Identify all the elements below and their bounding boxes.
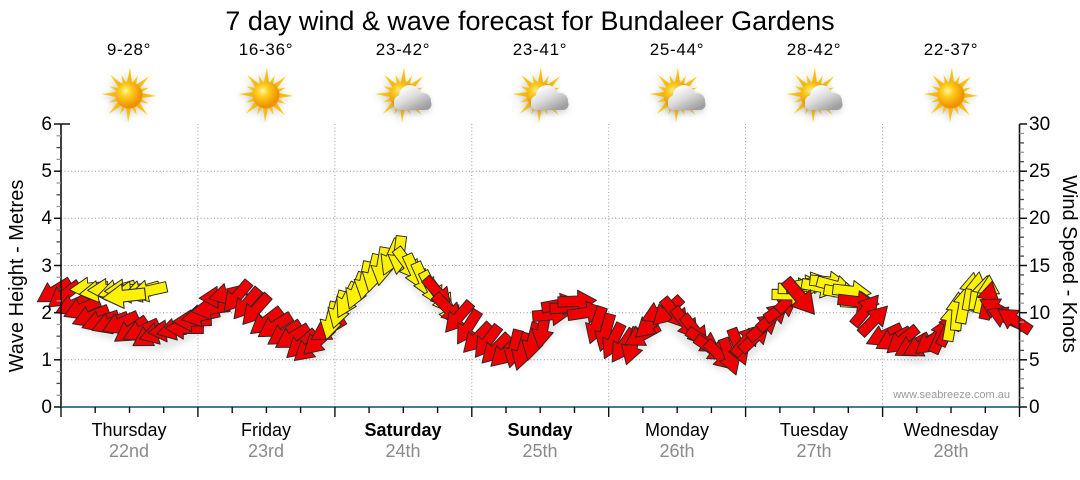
svg-text:0: 0 xyxy=(41,397,52,418)
svg-text:Monday: Monday xyxy=(645,420,709,440)
svg-text:23-41°: 23-41° xyxy=(513,40,567,59)
svg-text:26th: 26th xyxy=(659,441,694,461)
svg-text:15: 15 xyxy=(1029,256,1050,277)
svg-text:23rd: 23rd xyxy=(248,441,284,461)
svg-text:Tuesday: Tuesday xyxy=(780,420,848,440)
svg-text:Wednesday: Wednesday xyxy=(904,420,999,440)
svg-text:25-44°: 25-44° xyxy=(650,40,704,59)
svg-text:0: 0 xyxy=(1029,397,1040,418)
svg-text:5: 5 xyxy=(41,161,52,182)
svg-text:25th: 25th xyxy=(522,441,557,461)
svg-text:Friday: Friday xyxy=(241,420,291,440)
svg-text:16-36°: 16-36° xyxy=(239,40,293,59)
svg-text:4: 4 xyxy=(41,208,52,229)
svg-text:28-42°: 28-42° xyxy=(787,40,841,59)
svg-text:10: 10 xyxy=(1029,303,1050,324)
svg-text:30: 30 xyxy=(1029,114,1050,135)
svg-text:Wave Height - Metres: Wave Height - Metres xyxy=(6,180,28,373)
svg-text:22nd: 22nd xyxy=(109,441,149,461)
svg-text:23-42°: 23-42° xyxy=(376,40,430,59)
svg-text:2: 2 xyxy=(41,303,52,324)
svg-text:27th: 27th xyxy=(796,441,831,461)
svg-text:Sunday: Sunday xyxy=(507,420,572,440)
svg-text:9-28°: 9-28° xyxy=(107,40,151,59)
svg-text:5: 5 xyxy=(1029,350,1040,371)
svg-text:24th: 24th xyxy=(385,441,420,461)
svg-text:Thursday: Thursday xyxy=(91,420,166,440)
svg-text:3: 3 xyxy=(41,256,52,277)
svg-text:Wind Speed - Knots: Wind Speed - Knots xyxy=(1058,175,1080,353)
svg-text:25: 25 xyxy=(1029,161,1050,182)
svg-text:7 day wind & wave forecast for: 7 day wind & wave forecast for Bundaleer… xyxy=(225,6,834,36)
svg-text:www.seabreeze.com.au: www.seabreeze.com.au xyxy=(892,389,1010,401)
svg-text:6: 6 xyxy=(41,114,52,135)
svg-text:1: 1 xyxy=(41,350,52,371)
svg-text:28th: 28th xyxy=(933,441,968,461)
svg-text:20: 20 xyxy=(1029,208,1050,229)
svg-text:Saturday: Saturday xyxy=(364,420,441,440)
svg-text:22-37°: 22-37° xyxy=(924,40,978,59)
